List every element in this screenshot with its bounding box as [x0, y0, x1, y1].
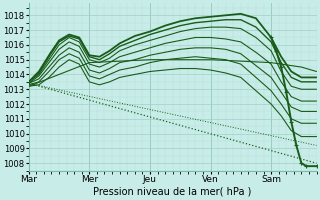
- X-axis label: Pression niveau de la mer( hPa ): Pression niveau de la mer( hPa ): [93, 187, 252, 197]
